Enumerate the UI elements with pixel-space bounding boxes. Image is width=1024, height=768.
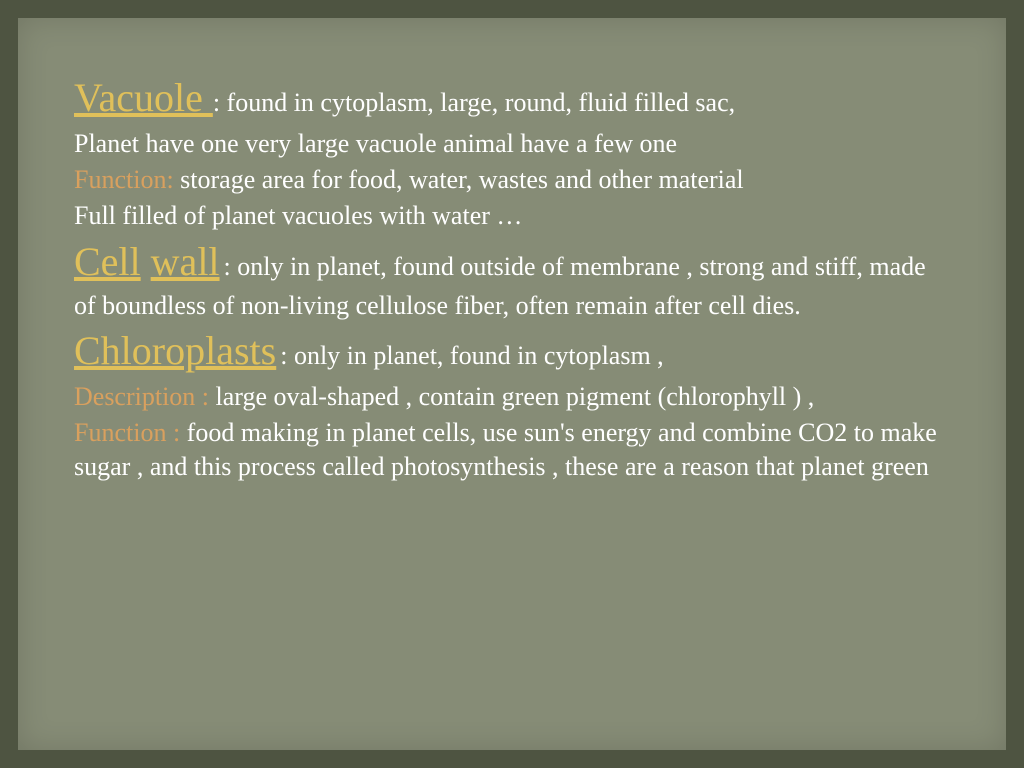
vacuole-func-text: storage area for food, water, wastes and…: [180, 165, 743, 194]
vacuole-line4: Full filled of planet vacuoles with wate…: [74, 199, 950, 233]
vacuole-desc: : found in cytoplasm, large, round, flui…: [213, 88, 735, 117]
vacuole-line2: Planet have one very large vacuole anima…: [74, 127, 950, 161]
chloroplasts-desc-label: Description :: [74, 382, 216, 411]
chloroplasts-block: Chloroplasts : only in planet, found in …: [74, 325, 950, 378]
vacuole-block: Vacuole : found in cytoplasm, large, rou…: [74, 72, 950, 125]
chloroplasts-heading: Chloroplasts: [74, 328, 276, 373]
cellwall-block: Cell wall : only in planet, found outsid…: [74, 236, 950, 323]
chloroplasts-desc: : only in planet, found in cytoplasm ,: [280, 341, 663, 370]
cellwall-heading1: Cell: [74, 239, 141, 284]
chloroplasts-description: Description : large oval-shaped , contai…: [74, 380, 950, 414]
vacuole-heading: Vacuole: [74, 75, 213, 120]
vacuole-function: Function: storage area for food, water, …: [74, 163, 950, 197]
slide-paper: Vacuole : found in cytoplasm, large, rou…: [18, 18, 1006, 750]
vacuole-func-label: Function:: [74, 165, 180, 194]
chloroplasts-func-label: Function :: [74, 418, 187, 447]
cellwall-heading2: wall: [151, 239, 220, 284]
chloroplasts-function: Function : food making in planet cells, …: [74, 416, 950, 485]
chloroplasts-desc-text: large oval-shaped , contain green pigmen…: [216, 382, 815, 411]
slide-content: Vacuole : found in cytoplasm, large, rou…: [74, 72, 950, 720]
chloroplasts-func-text: food making in planet cells, use sun's e…: [74, 418, 937, 481]
